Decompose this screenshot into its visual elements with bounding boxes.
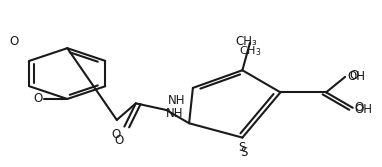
- Text: CH₃: CH₃: [235, 35, 257, 48]
- Text: S: S: [241, 146, 248, 159]
- Text: O: O: [33, 93, 42, 105]
- Text: O: O: [111, 128, 121, 141]
- Text: CH$_3$: CH$_3$: [239, 44, 261, 58]
- Text: OH: OH: [354, 104, 373, 117]
- Text: O: O: [354, 101, 364, 114]
- Text: OH: OH: [347, 70, 365, 83]
- Text: O: O: [349, 69, 358, 82]
- Text: O: O: [114, 134, 123, 147]
- Text: O: O: [10, 35, 19, 48]
- Text: NH: NH: [168, 94, 186, 107]
- Text: S: S: [239, 141, 246, 154]
- Text: NH: NH: [166, 107, 184, 120]
